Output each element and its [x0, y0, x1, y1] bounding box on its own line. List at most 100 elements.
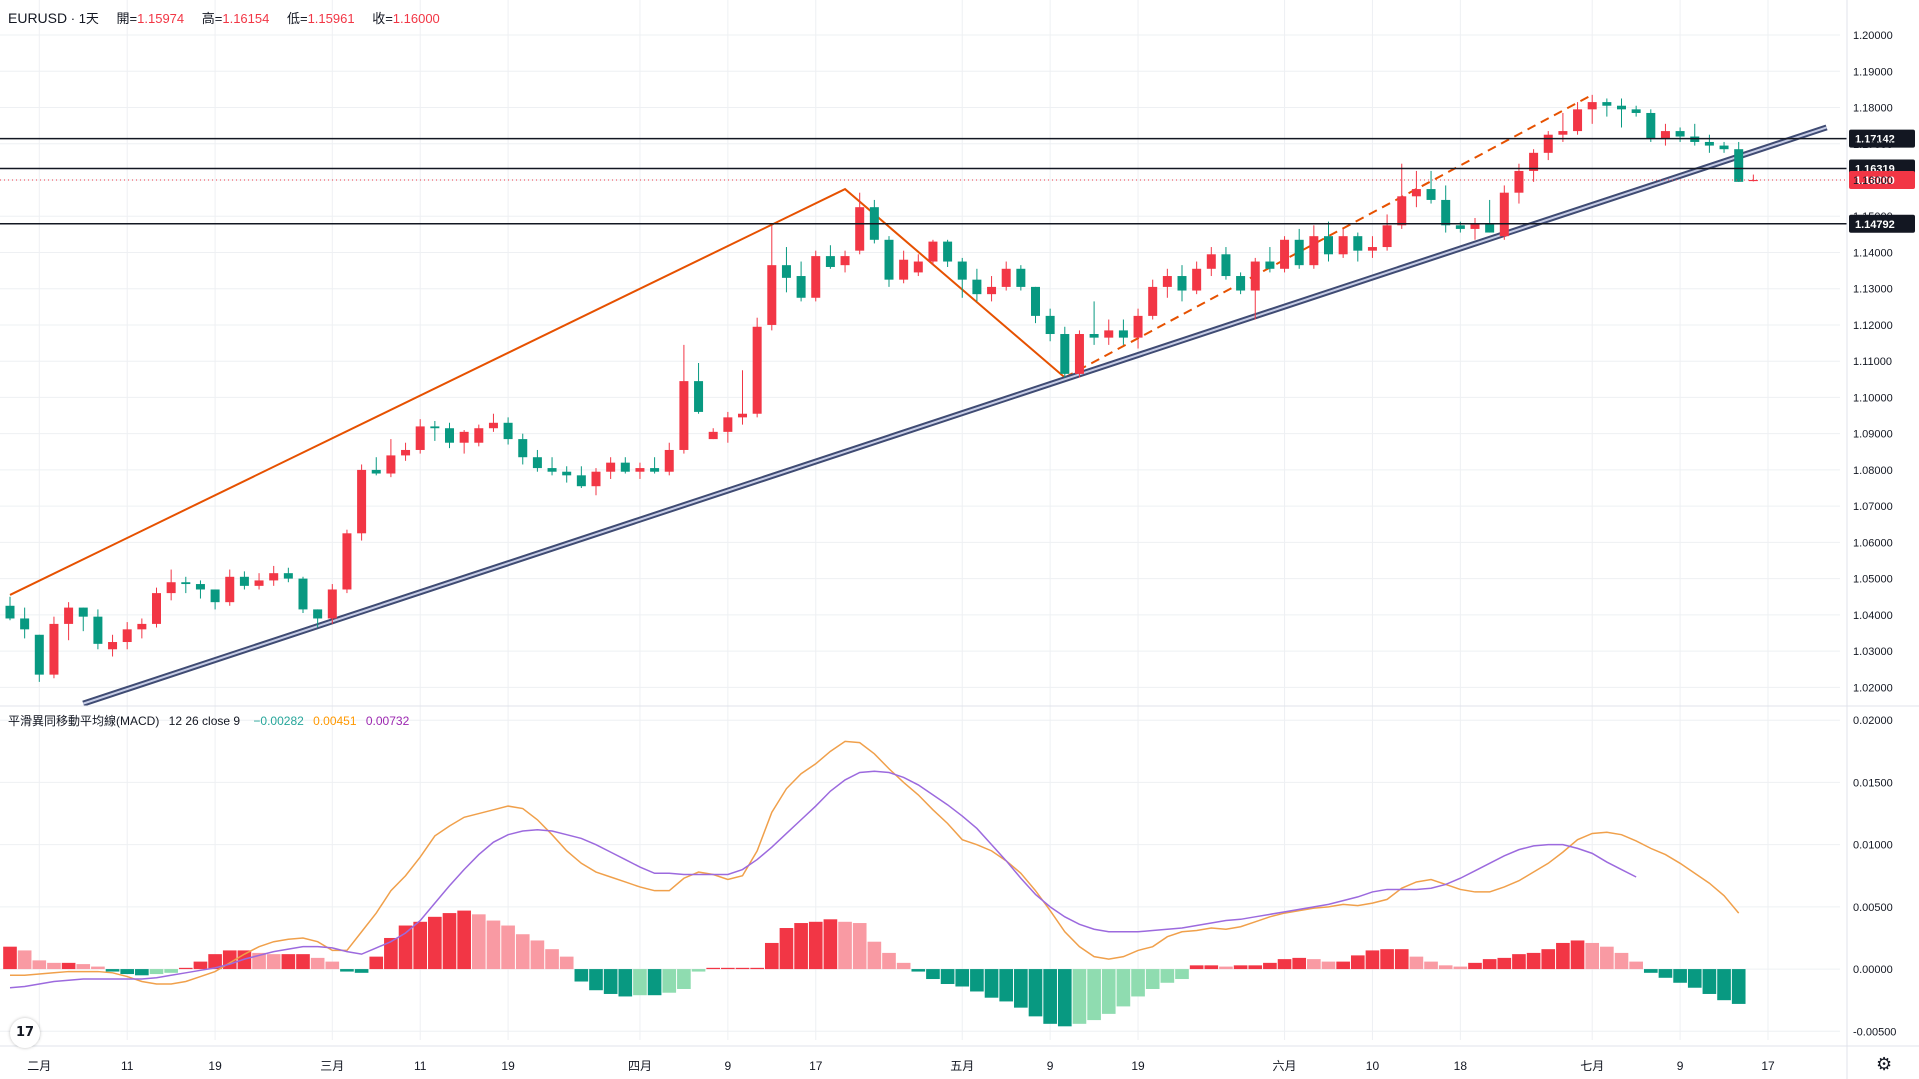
macd-tick-label: 0.01500	[1853, 777, 1893, 789]
close-label: 收=	[372, 11, 393, 26]
macd-hist-bar	[91, 966, 105, 970]
macd-hist-bar	[1380, 949, 1394, 970]
macd-hist-bar	[1570, 940, 1585, 970]
candle-body	[1118, 330, 1128, 338]
candle-body	[1426, 189, 1436, 200]
macd-hist-bar	[1687, 969, 1702, 988]
time-tick-label: 三月	[320, 1059, 344, 1073]
candle-body	[620, 462, 630, 472]
candle-body	[1704, 141, 1714, 146]
candle-body	[488, 422, 498, 429]
candle-body	[1367, 247, 1377, 251]
candle-body	[840, 256, 850, 266]
candle-body	[166, 582, 176, 594]
macd-hist-bar	[1263, 962, 1277, 970]
macd-hist-bar	[1321, 961, 1336, 970]
price-tick-label: 1.14000	[1853, 247, 1893, 259]
macd-hist-bar	[896, 962, 911, 970]
candle-body	[137, 623, 147, 630]
interval-label[interactable]: · 1天	[70, 11, 99, 26]
macd-hist-bar	[1072, 969, 1087, 1024]
macd-hist-bar	[1204, 965, 1219, 970]
trend-drawings[interactable]	[9, 93, 1828, 707]
macd-hist-bar	[1292, 957, 1307, 970]
candle-body	[108, 642, 118, 650]
candle-body	[1324, 236, 1333, 255]
macd-hist-bar	[501, 925, 515, 970]
macd-hist-bar	[413, 921, 428, 970]
macd-hist-bar	[1409, 956, 1424, 970]
candle-body	[298, 578, 308, 610]
macd-hist-bar	[691, 969, 706, 972]
macd-hist-bar	[999, 969, 1014, 1002]
candle-body	[122, 629, 132, 643]
candle-body	[1016, 268, 1026, 287]
macd-hist-bar	[603, 969, 618, 994]
channel-line-inner	[82, 126, 1827, 705]
time-tick-label: 9	[1047, 1059, 1054, 1073]
price-tick-label: 1.19000	[1853, 66, 1893, 78]
gear-icon[interactable]: ⚙	[1876, 1054, 1893, 1074]
candle-body	[884, 239, 894, 280]
close-value: 1.16000	[392, 11, 440, 26]
macd-line	[10, 740, 1740, 985]
signal-line	[9, 770, 1637, 989]
candle-body	[1455, 225, 1465, 229]
price-tick-label: 1.12000	[1853, 320, 1893, 332]
macd-hist-bar	[1043, 969, 1057, 1024]
macd-hist-bar	[867, 941, 882, 970]
macd-hist-bar	[1629, 961, 1643, 970]
candle-body	[357, 469, 367, 534]
macd-hist-bar	[1087, 969, 1101, 1021]
candle-body	[1470, 223, 1480, 229]
candle-body	[430, 426, 440, 429]
macd-hist-bar	[940, 969, 955, 985]
candle-body	[1265, 261, 1275, 269]
candle-body	[5, 605, 15, 619]
candle-body	[1719, 145, 1729, 150]
macd-hist-bar	[911, 969, 926, 972]
macd-hist-bar	[647, 969, 662, 996]
candle-body	[532, 457, 542, 469]
candle-body	[1001, 268, 1011, 287]
macd-hist-value: −0.00282	[253, 714, 304, 728]
candle-body	[181, 582, 191, 585]
candle-body	[679, 381, 689, 450]
macd-hist-bar	[779, 928, 794, 970]
candle-body	[342, 533, 352, 590]
macd-hist-bar	[266, 954, 281, 970]
candle-body	[1045, 315, 1055, 335]
macd-hist-bar	[149, 969, 164, 975]
candle-body	[1382, 225, 1392, 248]
candle-body	[1602, 102, 1612, 106]
price-tick-label: 1.20000	[1853, 30, 1893, 42]
macd-indicator-name[interactable]: 平滑異同移動平均線(MACD)	[8, 714, 160, 728]
macd-hist-bar	[1717, 969, 1731, 1001]
candle-body	[313, 609, 323, 619]
macd-hist-bar	[369, 956, 384, 970]
candle-body	[1543, 134, 1553, 153]
candle-body	[210, 589, 220, 603]
price-tick-label: 1.17000	[1853, 139, 1893, 151]
macd-hist-bar	[340, 969, 354, 972]
candle-body	[1617, 105, 1626, 110]
candle-body	[606, 462, 616, 472]
price-tick-label: 1.04000	[1853, 610, 1893, 622]
candle-body	[1631, 109, 1641, 113]
price-tick-label: 1.18000	[1853, 103, 1893, 115]
macd-hist-bar	[1438, 965, 1453, 970]
tradingview-logo[interactable]: 17	[10, 1018, 40, 1048]
time-tick-label: 17	[809, 1059, 823, 1073]
candle-body	[1397, 196, 1407, 226]
symbol-name[interactable]: EURUSD	[8, 10, 68, 26]
macd-hist-bar	[296, 954, 310, 970]
macd-hist-bar	[1453, 966, 1468, 970]
macd-hist-bar	[486, 920, 501, 970]
macd-hist-bar	[76, 964, 91, 970]
candle-body	[1499, 192, 1509, 237]
candle-body	[1411, 189, 1421, 197]
macd-hist-bar	[1658, 969, 1673, 978]
candle-body	[943, 241, 953, 262]
